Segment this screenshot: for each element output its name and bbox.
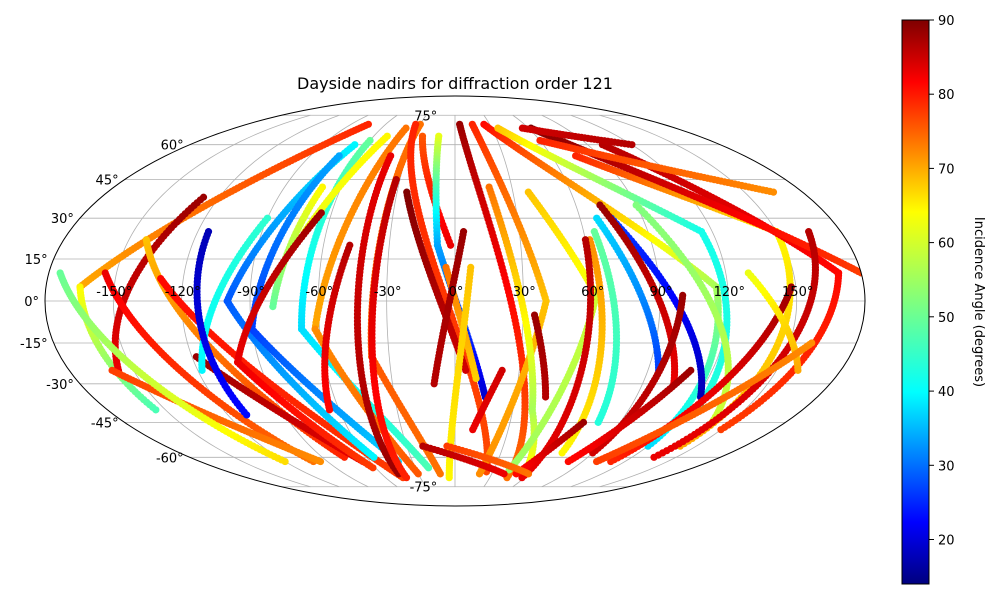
colorbar-tick-label: 50 [938, 311, 955, 326]
x-tick-label: 0° [449, 285, 464, 300]
track-point [445, 474, 453, 482]
track-point [541, 393, 550, 401]
y-tick-label: -45° [91, 416, 119, 431]
track-point [650, 453, 658, 461]
track-point [269, 303, 277, 311]
track-point [369, 464, 377, 472]
colorbar-ticks: 20 30 40 50 60 70 80 90 [929, 14, 955, 549]
track-point [769, 188, 778, 196]
track-point [316, 457, 325, 466]
x-tick-label: 90° [649, 285, 672, 300]
track-point [424, 464, 433, 472]
x-tick-label: 60° [581, 285, 604, 300]
colorbar-gradient [901, 19, 930, 585]
y-tick-label: -75° [410, 481, 438, 496]
grid-meridian [112, 114, 311, 488]
track-point [243, 411, 251, 419]
track-point [628, 141, 636, 149]
track-point [402, 474, 411, 482]
track-point [430, 380, 438, 388]
y-tick-label: 0° [24, 295, 39, 310]
colorbar-tick-label: 40 [938, 385, 955, 400]
track-point [152, 406, 160, 414]
colorbar-tick-label: 30 [938, 459, 955, 474]
track-point [462, 366, 470, 374]
track-point [370, 453, 378, 461]
y-tick-label: 60° [161, 139, 184, 154]
y-tick-label: -60° [156, 451, 184, 466]
x-tick-label: -60° [305, 285, 333, 300]
colorbar-tick-label: 20 [938, 534, 955, 549]
track-point [281, 457, 289, 466]
track-point [414, 470, 422, 478]
x-tick-label: -120° [165, 285, 201, 300]
grid-meridian [249, 114, 369, 488]
y-tick-label: 45° [96, 174, 119, 189]
y-tick-label: -15° [20, 337, 48, 352]
colorbar-tick-label: 90 [938, 14, 955, 29]
track-point [469, 426, 477, 434]
track-point [794, 366, 802, 374]
grid-meridian [599, 114, 798, 488]
track-point [524, 470, 533, 478]
y-tick-label: 15° [25, 253, 48, 268]
track-point [198, 366, 206, 374]
track-point [475, 470, 484, 478]
x-tick-label: -30° [374, 285, 402, 300]
x-tick-label: 120° [714, 285, 745, 300]
track-point [717, 426, 725, 434]
x-tick-label: 150° [782, 285, 813, 300]
chart-title: Dayside nadirs for diffraction order 121 [297, 74, 613, 93]
track-points [56, 120, 865, 482]
colorbar-tick-label: 70 [938, 162, 955, 177]
track-point [436, 470, 444, 478]
track-point [500, 470, 508, 478]
track-point [594, 418, 602, 426]
x-tick-label: -150° [96, 285, 132, 300]
track-point [592, 457, 601, 466]
x-tick-label: 30° [513, 285, 536, 300]
track-point [558, 449, 566, 457]
colorbar: 20 30 40 50 60 70 80 90 Incidence Angle (degree… [901, 14, 986, 585]
colorbar-tick-label: 80 [938, 88, 955, 103]
colorbar-label: Incidence Angle (degrees) [971, 217, 986, 387]
y-tick-label: 30° [51, 212, 74, 227]
colorbar-tick-label: 60 [938, 237, 955, 252]
track-point [325, 406, 334, 414]
track-point [564, 457, 572, 466]
track-point [472, 374, 480, 383]
y-tick-label: -30° [46, 378, 74, 393]
y-tick-label: 75° [414, 109, 437, 124]
track-point [447, 241, 455, 249]
x-tick-label: -90° [237, 285, 265, 300]
